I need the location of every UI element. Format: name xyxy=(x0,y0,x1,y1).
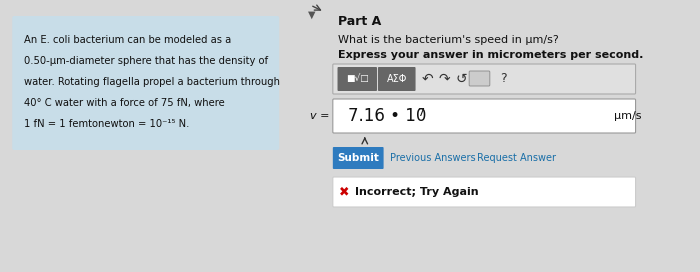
Text: ↷: ↷ xyxy=(439,72,451,86)
Text: ?: ? xyxy=(500,73,506,85)
FancyBboxPatch shape xyxy=(337,67,377,91)
Text: 1 fN = 1 femtonewton = 10⁻¹⁵ N.: 1 fN = 1 femtonewton = 10⁻¹⁵ N. xyxy=(24,119,189,129)
Text: ↺: ↺ xyxy=(456,72,468,86)
FancyBboxPatch shape xyxy=(332,147,384,169)
Text: 7: 7 xyxy=(417,108,425,118)
Text: 0.50-μm-diameter sphere that has the density of: 0.50-μm-diameter sphere that has the den… xyxy=(24,56,267,66)
Text: 40° C water with a force of 75 fN, where: 40° C water with a force of 75 fN, where xyxy=(24,98,224,108)
Text: water. Rotating flagella propel a bacterium through: water. Rotating flagella propel a bacter… xyxy=(24,77,279,87)
FancyBboxPatch shape xyxy=(332,99,636,133)
Text: An E. coli bacterium can be modeled as a: An E. coli bacterium can be modeled as a xyxy=(24,35,231,45)
Text: What is the bacterium's speed in μm/s?: What is the bacterium's speed in μm/s? xyxy=(339,35,559,45)
Text: AΣΦ: AΣΦ xyxy=(386,74,407,84)
Text: v =: v = xyxy=(309,111,329,121)
Text: Express your answer in micrometers per second.: Express your answer in micrometers per s… xyxy=(339,50,644,60)
Text: Request Answer: Request Answer xyxy=(477,153,556,163)
FancyBboxPatch shape xyxy=(378,67,416,91)
Text: ✖: ✖ xyxy=(339,186,349,199)
FancyBboxPatch shape xyxy=(332,64,636,94)
Text: ■√□: ■√□ xyxy=(346,75,369,84)
Text: Submit: Submit xyxy=(337,153,379,163)
Text: Incorrect; Try Again: Incorrect; Try Again xyxy=(356,187,479,197)
FancyBboxPatch shape xyxy=(469,71,490,86)
FancyBboxPatch shape xyxy=(332,177,636,207)
Text: Previous Answers: Previous Answers xyxy=(390,153,476,163)
FancyBboxPatch shape xyxy=(12,16,279,150)
Text: Part A: Part A xyxy=(339,15,382,28)
Text: ▼: ▼ xyxy=(309,10,316,20)
Text: ↶: ↶ xyxy=(422,72,433,86)
Text: 7.16 • 10: 7.16 • 10 xyxy=(348,107,426,125)
Text: μm/s: μm/s xyxy=(614,111,641,121)
